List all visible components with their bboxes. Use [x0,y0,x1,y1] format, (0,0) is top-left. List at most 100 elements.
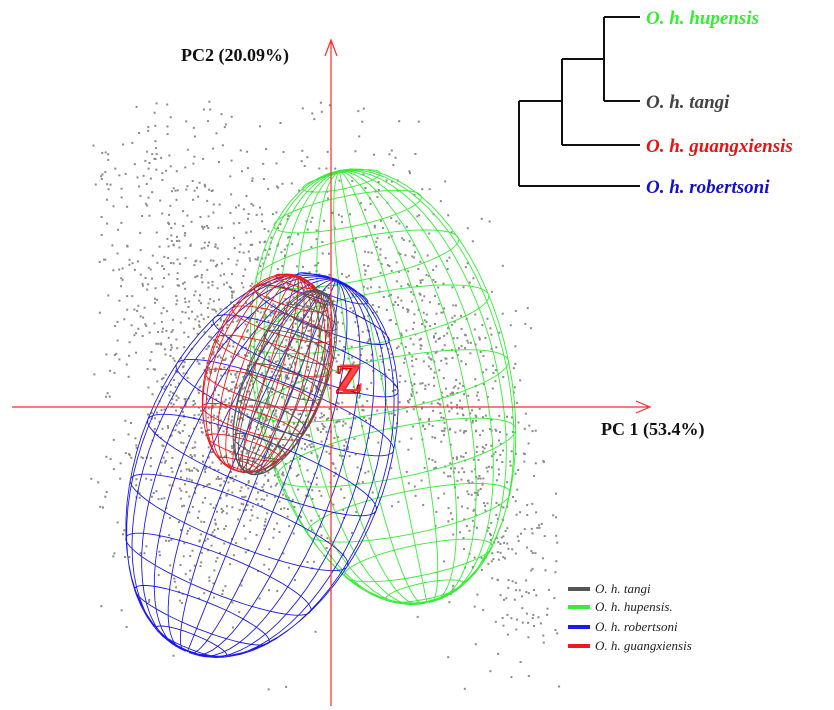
scatter-point [279,357,282,360]
scatter-point [302,265,304,268]
scatter-point [211,407,214,410]
scatter-point [161,444,164,447]
scatter-point [160,409,163,412]
scatter-point [375,240,378,243]
scatter-point [105,353,108,356]
scatter-point [297,315,300,318]
scatter-point [241,495,244,498]
scatter-point [163,348,166,351]
scatter-point [148,331,151,334]
scatter-point [284,462,287,465]
scatter-point [204,185,207,188]
scatter-point [258,350,261,353]
scatter-point [512,496,514,498]
scatter-point [489,538,492,541]
scatter-point [185,188,188,191]
scatter-point [283,248,286,251]
scatter-point [494,380,497,383]
scatter-point [327,364,330,367]
scatter-point [244,508,247,511]
scatter-point [475,419,478,422]
scatter-point [333,284,336,287]
scatter-point [472,509,475,512]
scatter-point [412,244,415,247]
scatter-point [297,488,300,491]
scatter-point [213,414,216,417]
scatter-point [285,301,288,304]
scatter-point [194,491,196,494]
scatter-point [170,234,173,237]
scatter-point [270,306,273,309]
scatter-point [210,544,213,547]
scatter-point [194,318,197,321]
scatter-point [98,311,101,314]
scatter-point [135,444,138,447]
scatter-point [175,409,177,412]
scatter-point [357,482,360,485]
scatter-point [176,347,179,350]
scatter-point [474,343,477,346]
scatter-point [318,167,321,170]
scatter-point [521,607,524,610]
scatter-point [151,254,154,257]
scatter-point [244,346,247,349]
scatter-point [299,413,302,415]
scatter-point [544,569,547,572]
scatter-point [149,465,152,468]
scatter-point [348,455,351,458]
scatter-point [357,110,360,113]
scatter-point [328,252,330,255]
scatter-point [307,480,310,483]
scatter-point [274,409,277,412]
scatter-point [311,489,314,492]
scatter-point [465,419,468,422]
scatter-point [207,286,210,289]
scatter-point [455,456,458,459]
scatter-point [146,204,149,207]
scatter-point [292,532,295,535]
scatter-point [525,591,528,593]
scatter-point [475,514,478,517]
scatter-point [294,363,297,366]
scatter-point [212,506,215,509]
scatter-point [167,426,170,429]
scatter-point [106,392,109,395]
scatter-point [167,273,170,276]
scatter-point [477,489,480,492]
scatter-point [164,373,167,376]
scatter-point [123,318,126,321]
scatter-point [162,445,165,448]
scatter-point [272,325,275,328]
scatter-point [390,235,393,238]
scatter-point [147,283,150,286]
scatter-point [175,338,178,341]
scatter-point [361,481,364,484]
scatter-point [354,453,357,456]
scatter-point [151,277,153,280]
scatter-point [533,625,535,627]
scatter-point [263,528,266,531]
scatter-point [254,258,257,261]
scatter-point [203,468,206,471]
scatter-point [471,421,474,424]
scatter-point [234,475,237,478]
scatter-point [207,302,210,305]
scatter-point [203,183,206,186]
scatter-point [150,351,153,353]
scatter-point [268,589,270,592]
scatter-point [461,407,464,410]
scatter-point [527,675,530,677]
scatter-point [381,227,384,229]
scatter-point [241,170,243,173]
scatter-point [451,286,454,289]
scatter-point [270,236,273,239]
scatter-point [345,368,348,371]
scatter-point [220,226,223,229]
scatter-point [227,433,230,436]
scatter-point [239,149,242,152]
scatter-point [456,496,459,499]
scatter-point [214,389,216,392]
scatter-point [221,144,224,147]
scatter-point [431,436,434,439]
scatter-point [499,551,502,554]
